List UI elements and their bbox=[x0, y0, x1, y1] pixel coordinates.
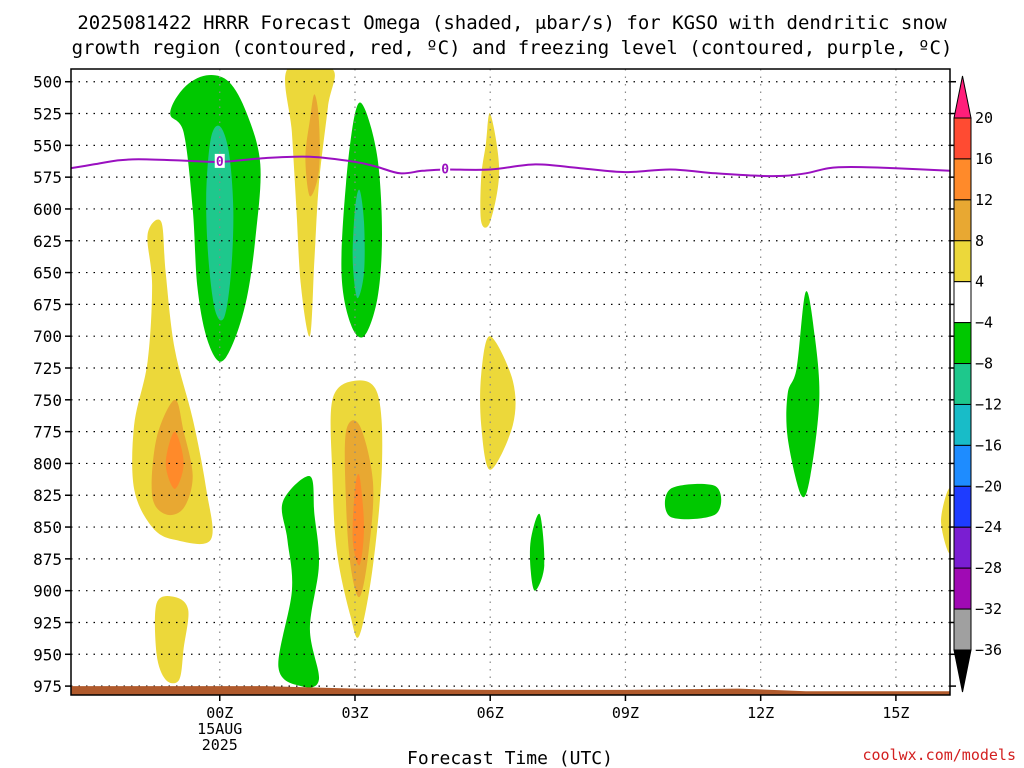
y-tick-label: 950 bbox=[33, 645, 62, 664]
y-tick-label: 675 bbox=[33, 295, 62, 314]
colorbar-tick-label: 20 bbox=[975, 109, 993, 127]
x-tick-label: 00Z bbox=[206, 704, 233, 722]
y-tick-label: 900 bbox=[33, 582, 62, 601]
colorbar-tick-label: −8 bbox=[975, 355, 993, 373]
colorbar-swatch bbox=[953, 281, 972, 324]
omega-region-16 bbox=[529, 513, 545, 591]
x-tick-label: 03Z bbox=[341, 704, 368, 722]
chart-title-line2: growth region (contoured, red, ºC) and f… bbox=[72, 37, 953, 59]
omega-region-9 bbox=[165, 431, 184, 489]
freezing-level-label-1: 0 bbox=[441, 163, 449, 178]
omega-region-18 bbox=[786, 291, 820, 498]
colorbar-swatch bbox=[953, 403, 972, 446]
y-tick-label: 925 bbox=[33, 613, 62, 632]
colorbar-swatch bbox=[953, 567, 972, 610]
colorbar-swatch bbox=[953, 199, 972, 242]
y-tick-label: 575 bbox=[33, 168, 62, 187]
plot-area: 00 bbox=[71, 69, 950, 695]
colorbar-swatch bbox=[953, 158, 972, 201]
colorbar-swatch bbox=[953, 322, 972, 365]
x-tick-label: 12Z bbox=[747, 704, 774, 722]
colorbar-tick-label: 16 bbox=[975, 150, 993, 168]
x-tick-label: 09Z bbox=[612, 704, 639, 722]
omega-region-10 bbox=[154, 596, 189, 684]
y-axis: 500 525 550 575 600 625 650 675 700 725 750 775 800 8… bbox=[33, 73, 956, 696]
colorbar-tick-label: −12 bbox=[975, 395, 1002, 413]
colorbar-tick-label: −20 bbox=[975, 477, 1002, 495]
colorbar-top-arrow bbox=[953, 75, 972, 119]
colorbar-tick-label: −4 bbox=[975, 314, 993, 332]
colorbar-tick-label: 12 bbox=[975, 191, 993, 209]
omega-region-1 bbox=[206, 125, 234, 321]
colorbar-swatch bbox=[953, 240, 972, 283]
freezing-level-contour: 00 bbox=[71, 153, 950, 178]
omega-region-5 bbox=[352, 189, 365, 299]
colorbar-tick-label: 4 bbox=[975, 273, 984, 291]
terrain-fill bbox=[71, 686, 950, 695]
y-tick-label: 700 bbox=[33, 327, 62, 346]
colorbar-swatch bbox=[953, 485, 972, 528]
x-tick-label: 2025 bbox=[202, 736, 238, 754]
omega-region-11 bbox=[278, 476, 320, 688]
y-tick-label: 875 bbox=[33, 550, 62, 569]
colorbar-tick-label: −24 bbox=[975, 518, 1002, 536]
y-tick-label: 825 bbox=[33, 486, 62, 505]
y-tick-label: 500 bbox=[33, 73, 62, 92]
contour-label-bg bbox=[214, 153, 225, 168]
colorbar-swatch bbox=[953, 444, 972, 487]
x-axis-label: Forecast Time (UTC) bbox=[407, 748, 613, 768]
contour-label-bg bbox=[440, 161, 451, 176]
y-tick-label: 650 bbox=[33, 264, 62, 283]
y-tick-label: 850 bbox=[33, 518, 62, 537]
y-tick-label: 775 bbox=[33, 423, 62, 442]
terrain-surface bbox=[71, 686, 950, 695]
plot-frame bbox=[70, 68, 951, 696]
y-tick-label: 625 bbox=[33, 232, 62, 251]
y-tick-label: 750 bbox=[33, 391, 62, 410]
y-tick-label: 800 bbox=[33, 454, 62, 473]
y-tick-label: 600 bbox=[33, 200, 62, 219]
colorbar-bottom-arrow bbox=[953, 649, 972, 693]
colorbar-tick-label: −28 bbox=[975, 559, 1002, 577]
chart-title-line1: 2025081422 HRRR Forecast Omega (shaded, … bbox=[77, 12, 947, 34]
colorbar-swatch bbox=[953, 608, 972, 651]
site-credit: coolwx.com/models bbox=[862, 746, 1016, 764]
colorbar-tick-label: −32 bbox=[975, 600, 1002, 618]
omega-region-2 bbox=[285, 69, 335, 337]
omega-region-3 bbox=[305, 94, 320, 197]
colorbar-swatch bbox=[953, 117, 972, 160]
omega-region-17 bbox=[664, 483, 722, 520]
y-tick-label: 725 bbox=[33, 359, 62, 378]
colorbar-tick-label: −16 bbox=[975, 436, 1002, 454]
x-tick-label: 06Z bbox=[477, 704, 504, 722]
colorbar-swatch bbox=[953, 363, 972, 405]
x-tick-label: 15Z bbox=[882, 704, 909, 722]
y-tick-label: 975 bbox=[33, 677, 62, 696]
freezing-level-line bbox=[71, 155, 950, 178]
y-tick-label: 525 bbox=[33, 105, 62, 124]
colorbar: 20 16 12 8 4 −4 −8 −12 −16 −20 −24 −28 −32 −36 bbox=[953, 75, 1002, 693]
colorbar-tick-label: −36 bbox=[975, 641, 1002, 659]
omega-shading bbox=[132, 69, 950, 688]
freezing-level-label-0: 0 bbox=[216, 155, 224, 170]
colorbar-swatch bbox=[953, 526, 972, 569]
colorbar-tick-label: 8 bbox=[975, 232, 984, 250]
y-tick-label: 550 bbox=[33, 136, 62, 155]
omega-region-7 bbox=[132, 219, 213, 545]
omega-region-15 bbox=[480, 336, 516, 470]
x-tick-label: 15AUG bbox=[197, 720, 242, 738]
omega-region-19 bbox=[941, 488, 950, 554]
